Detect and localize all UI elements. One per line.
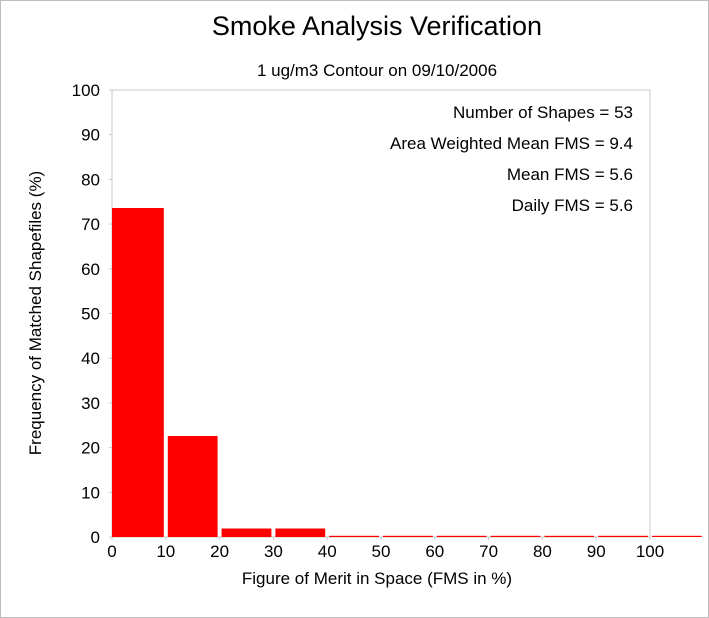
- bar-20-30: [221, 528, 272, 537]
- y-tick-label: 70: [81, 215, 100, 234]
- x-axis-label: Figure of Merit in Space (FMS in %): [242, 569, 512, 588]
- bar-40-50: [329, 535, 379, 537]
- y-tick-label: 60: [81, 260, 100, 279]
- bar-50-60: [383, 535, 433, 537]
- y-tick-label: 80: [81, 170, 100, 189]
- bar-80-90: [544, 535, 595, 537]
- y-axis-label: Frequency of Matched Shapefiles (%): [26, 171, 45, 455]
- y-tick-label: 20: [81, 439, 100, 458]
- x-tick-label: 60: [425, 542, 444, 561]
- stats-annotations: Number of Shapes = 53 Area Weighted Mean …: [390, 103, 633, 215]
- bar-10-20: [167, 435, 218, 537]
- y-tick-label: 10: [81, 483, 100, 502]
- bar-0-10: [112, 208, 164, 537]
- y-tick-label: 30: [81, 394, 100, 413]
- x-tick-label: 100: [636, 542, 664, 561]
- stat-line: Number of Shapes = 53: [453, 103, 633, 122]
- y-tick-label: 90: [81, 126, 100, 145]
- x-tick-label: 20: [210, 542, 229, 561]
- x-tick-label: 80: [533, 542, 552, 561]
- bar-100-110: [652, 535, 702, 537]
- stat-line: Daily FMS = 5.6: [512, 196, 633, 215]
- y-tick-label: 50: [81, 305, 100, 324]
- x-tick-label: 50: [372, 542, 391, 561]
- bar-90-100: [598, 535, 648, 537]
- y-tick-label: 40: [81, 349, 100, 368]
- stat-line: Mean FMS = 5.6: [507, 165, 633, 184]
- x-tick-label: 30: [264, 542, 283, 561]
- y-tick-label: 0: [91, 528, 100, 547]
- bar-70-80: [490, 535, 541, 537]
- chart-subtitle: 1 ug/m3 Contour on 09/10/2006: [257, 61, 497, 80]
- y-tick-label: 100: [72, 81, 100, 100]
- y-axis-ticks: 0 10 20 30 40 50 60 70 80 90 100: [72, 81, 112, 547]
- chart-title: Smoke Analysis Verification: [212, 11, 542, 41]
- bar-30-40: [275, 528, 326, 537]
- x-tick-label: 0: [107, 542, 116, 561]
- x-tick-label: 40: [318, 542, 337, 561]
- x-tick-label: 70: [479, 542, 498, 561]
- stat-line: Area Weighted Mean FMS = 9.4: [390, 134, 633, 153]
- bars-group: [112, 208, 702, 537]
- x-axis-ticks: 0 10 20 30 40 50 60 70 80 90 100: [107, 537, 664, 561]
- bar-60-70: [436, 535, 487, 537]
- x-tick-label: 90: [587, 542, 606, 561]
- x-tick-label: 10: [156, 542, 175, 561]
